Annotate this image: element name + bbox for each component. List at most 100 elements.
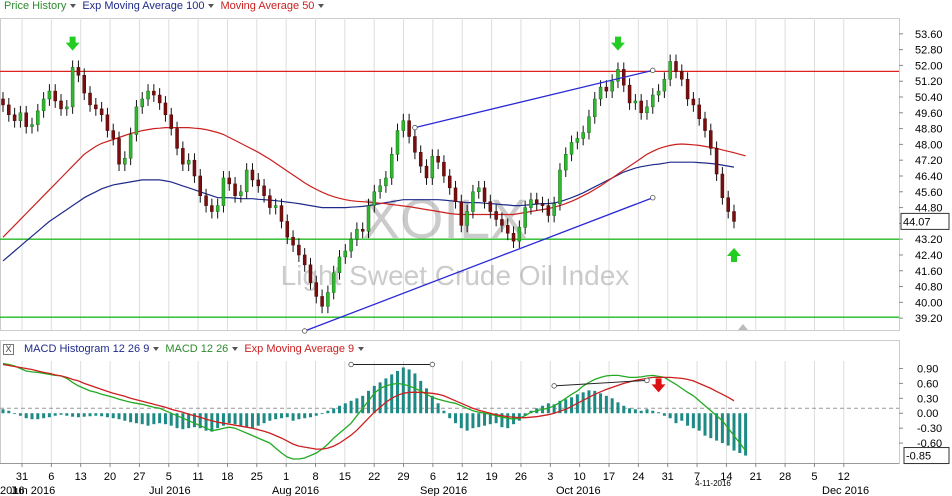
histogram-bar <box>599 393 603 414</box>
price-axis-label: 45.60 <box>915 187 943 199</box>
annotation-handle[interactable] <box>644 377 650 384</box>
candle-down <box>181 148 185 165</box>
candle <box>453 180 458 209</box>
x-axis-day-label: 25 <box>251 471 263 483</box>
price-axis-label: 48.80 <box>915 124 943 136</box>
candle <box>505 218 510 241</box>
candle-down <box>99 108 104 116</box>
candle-down <box>24 112 28 127</box>
candle <box>546 198 551 223</box>
histogram-bar <box>744 413 748 456</box>
histogram-bar <box>396 370 400 414</box>
scroll-triangle-icon[interactable] <box>738 324 748 330</box>
histogram-bar <box>308 413 312 418</box>
candle <box>413 129 417 160</box>
candle <box>610 74 614 98</box>
chevron-down-icon[interactable] <box>208 4 215 8</box>
candle-down <box>169 114 173 129</box>
candle <box>99 101 104 122</box>
legend-ema100[interactable]: Exp Moving Average 100 <box>82 0 215 12</box>
candle-down <box>314 282 319 297</box>
candle-up <box>395 130 400 155</box>
candle <box>552 196 556 223</box>
candle <box>488 194 493 219</box>
trendline-handle[interactable] <box>412 124 418 131</box>
candle <box>732 204 736 229</box>
candle <box>389 147 394 185</box>
candle-down <box>691 98 696 106</box>
candle <box>291 230 295 253</box>
histogram-bar <box>628 408 632 414</box>
candle-up <box>401 120 406 131</box>
candle-up <box>244 169 249 193</box>
candle-up <box>221 177 226 206</box>
trendline-handle[interactable] <box>301 328 308 334</box>
candle-down <box>697 104 701 119</box>
candle <box>517 220 522 249</box>
histogram-bar <box>105 413 109 418</box>
x-axis-month-label: Jun 2016 <box>10 485 55 496</box>
histogram-bar <box>459 413 463 429</box>
legend-price-history[interactable]: Price History <box>4 0 77 12</box>
candle-up <box>30 124 34 127</box>
candle-down <box>204 195 208 206</box>
histogram-bar <box>401 367 405 414</box>
legend-macd-line[interactable]: MACD 12 26 <box>165 343 239 355</box>
histogram-bar <box>697 413 701 431</box>
annotation-handle[interactable] <box>551 383 557 389</box>
candle-down <box>7 104 11 116</box>
price-axis-label: 52.80 <box>915 45 943 57</box>
x-axis-day-label: 17 <box>603 471 615 483</box>
candle-up <box>140 98 144 108</box>
annotation-handle[interactable] <box>348 361 354 368</box>
legend-macd-hist[interactable]: MACD Histogram 12 26 9 <box>24 343 160 355</box>
annotation-handle[interactable] <box>429 361 436 368</box>
chevron-down-icon[interactable] <box>358 347 365 351</box>
histogram-bar <box>42 413 46 419</box>
histogram-bar <box>691 413 695 429</box>
trendline-handle[interactable] <box>650 195 656 201</box>
x-axis-day-label: 5 <box>811 471 817 483</box>
candle-down <box>302 254 307 266</box>
arrow-down-icon <box>651 378 666 393</box>
chevron-down-icon[interactable] <box>318 4 325 8</box>
candle <box>314 275 319 304</box>
candle <box>511 226 516 249</box>
histogram-bar <box>419 380 423 414</box>
x-axis-day-label: 20 <box>104 471 116 483</box>
close-icon[interactable]: X <box>3 343 14 355</box>
candle-down <box>291 236 295 246</box>
candle-up <box>476 187 481 193</box>
candle <box>424 159 429 185</box>
histogram-bar <box>65 413 69 416</box>
chevron-down-icon[interactable] <box>153 347 160 351</box>
histogram-bar <box>169 413 173 426</box>
histogram-bar <box>355 398 359 414</box>
histogram-bar <box>71 413 75 417</box>
candle-down <box>53 90 57 102</box>
histogram-bar <box>181 413 185 430</box>
price-panel-frame <box>0 18 900 331</box>
candle <box>401 113 406 138</box>
candle <box>407 113 411 144</box>
candle <box>82 68 86 100</box>
candle <box>447 169 452 195</box>
candle <box>250 163 255 187</box>
candle <box>88 86 92 112</box>
candle-up <box>656 90 661 96</box>
candle <box>691 92 696 112</box>
chevron-down-icon[interactable] <box>232 347 239 351</box>
histogram-bar <box>465 413 469 431</box>
legend-macd-signal[interactable]: Exp Moving Average 9 <box>244 343 365 355</box>
candle-down <box>482 187 487 202</box>
trendline-handle[interactable] <box>650 67 656 74</box>
price-axis-label: 40.80 <box>915 282 943 294</box>
histogram-bar <box>117 413 121 420</box>
chevron-down-icon[interactable] <box>70 4 77 8</box>
legend-ma50[interactable]: Moving Average 50 <box>220 0 325 12</box>
candle-up <box>70 67 75 108</box>
candle <box>198 169 203 203</box>
candle <box>302 248 307 272</box>
macd-annotation-line-1 <box>554 379 648 387</box>
candle <box>418 145 423 174</box>
